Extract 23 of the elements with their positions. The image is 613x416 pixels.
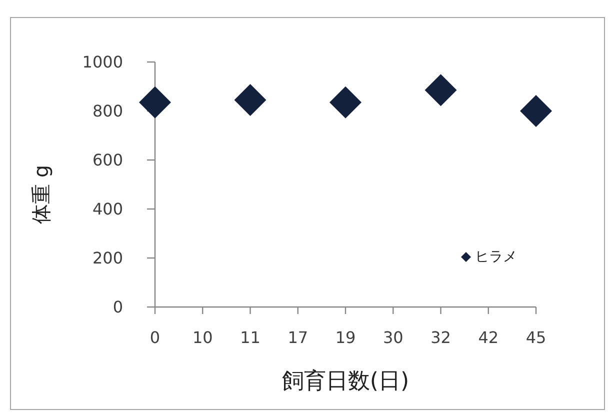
x-tick-label: 17 [288, 328, 308, 347]
y-tick-label: 0 [112, 298, 123, 316]
y-tick-label: 200 [92, 248, 123, 268]
x-axis-title: 飼育日数(日) [282, 368, 410, 394]
y-tick-label: 1000 [82, 52, 123, 72]
x-tick-label: 30 [382, 328, 404, 347]
x-tick-label: 10 [192, 328, 213, 347]
x-tick-label: 32 [430, 328, 451, 347]
y-axis-title: 体重 g [29, 164, 53, 224]
point [330, 86, 362, 118]
x-tick-label: 0 [150, 328, 160, 347]
point [234, 84, 266, 116]
y-tick-label: 800 [92, 102, 123, 120]
point [520, 95, 552, 127]
y-tick-label: 600 [92, 150, 123, 170]
x-tick-label: 45 [526, 328, 546, 347]
point [424, 74, 457, 106]
x-tick-label: 11 [240, 328, 260, 347]
point [139, 86, 171, 118]
legend-label: ヒラメ [475, 249, 517, 265]
x-tick-label: 42 [478, 328, 499, 347]
y-tick-label: 400 [92, 200, 123, 218]
x-tick-label: 19 [335, 328, 356, 347]
